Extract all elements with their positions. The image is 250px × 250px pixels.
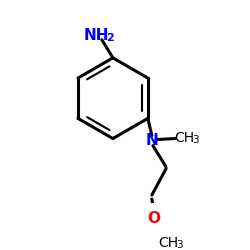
Text: O: O bbox=[148, 211, 160, 226]
Text: 3: 3 bbox=[176, 240, 182, 250]
Text: 3: 3 bbox=[192, 135, 198, 145]
Text: CH: CH bbox=[174, 130, 194, 144]
Text: CH: CH bbox=[158, 236, 178, 250]
Text: 2: 2 bbox=[106, 33, 114, 43]
Text: NH: NH bbox=[84, 28, 110, 43]
Text: N: N bbox=[146, 133, 158, 148]
